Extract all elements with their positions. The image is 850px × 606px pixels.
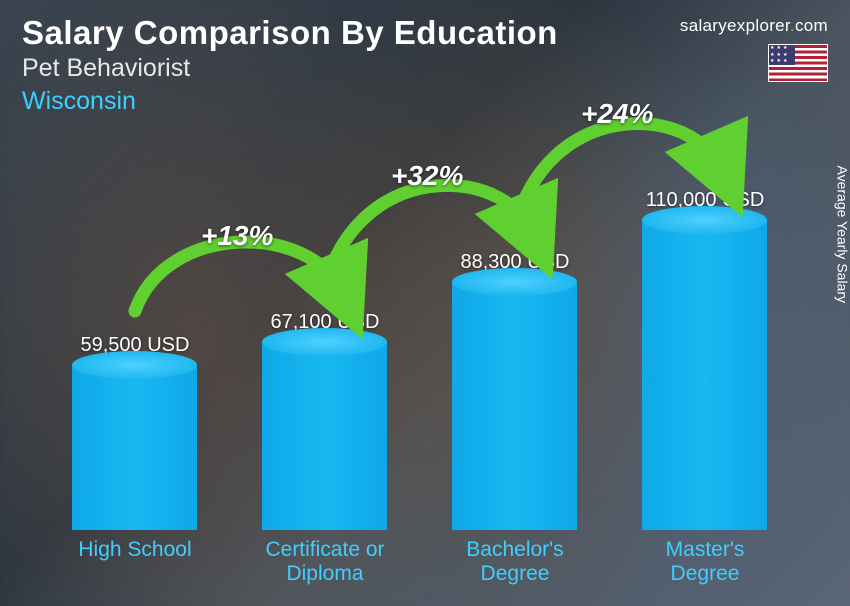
categories-container: High SchoolCertificate orDiplomaBachelor… xyxy=(40,536,800,588)
bar xyxy=(262,342,387,530)
bar-front xyxy=(452,282,577,530)
bar xyxy=(642,220,767,530)
bar-group: 59,500 USD xyxy=(44,334,226,530)
bar-front xyxy=(642,220,767,530)
bar-top xyxy=(452,268,577,296)
branding: salaryexplorer.com xyxy=(680,16,828,87)
bars-container: 59,500 USD67,100 USD88,300 USD110,000 US… xyxy=(40,160,800,530)
bar xyxy=(452,282,577,530)
bar-top xyxy=(262,328,387,356)
category-label: Certificate orDiploma xyxy=(234,536,416,588)
bar-group: 67,100 USD xyxy=(234,311,416,530)
category-label: Bachelor'sDegree xyxy=(424,536,606,588)
bar-group: 88,300 USD xyxy=(424,251,606,530)
bar-top xyxy=(72,351,197,379)
bar-front xyxy=(262,342,387,530)
category-label: High School xyxy=(44,536,226,588)
bar-chart: 59,500 USD67,100 USD88,300 USD110,000 US… xyxy=(40,130,800,588)
brand-text: salaryexplorer.com xyxy=(680,16,828,36)
y-axis-label: Average Yearly Salary xyxy=(834,166,850,304)
bar-front xyxy=(72,365,197,530)
category-label: Master'sDegree xyxy=(614,536,796,588)
bar xyxy=(72,365,197,530)
chart-location: Wisconsin xyxy=(22,87,828,116)
bar-top xyxy=(642,206,767,234)
brand-name-post: com xyxy=(795,16,828,35)
brand-name-pre: salaryexplorer xyxy=(680,16,790,35)
flag-icon xyxy=(768,44,828,82)
bar-group: 110,000 USD xyxy=(614,189,796,530)
